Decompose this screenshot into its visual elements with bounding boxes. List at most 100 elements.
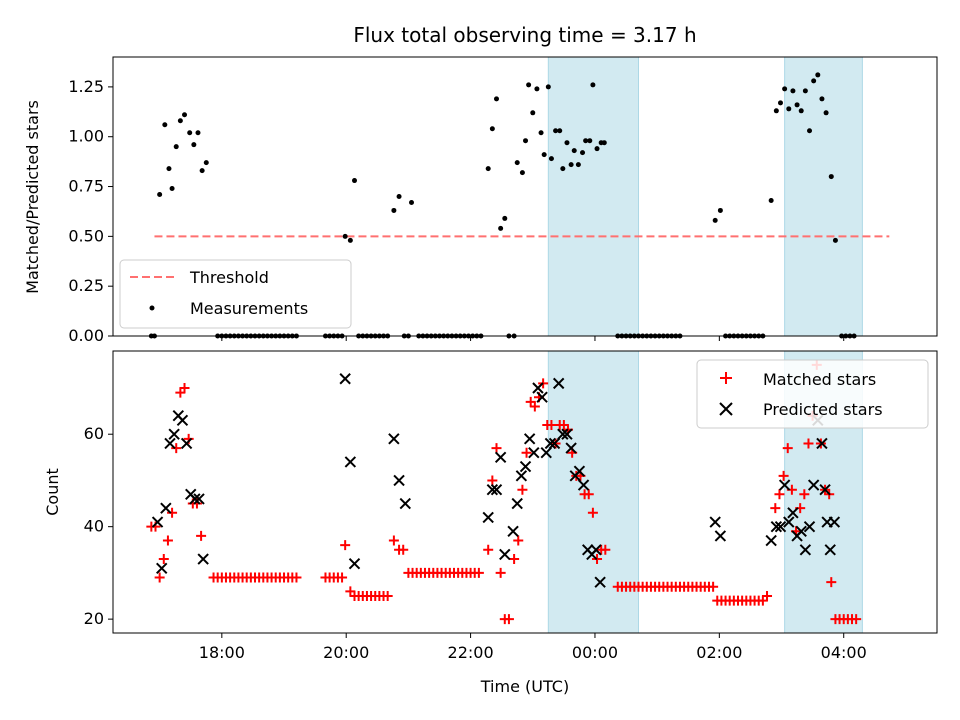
predicted-star-marker	[774, 520, 787, 533]
matched-star-marker	[398, 544, 409, 555]
predicted-star-marker	[348, 557, 361, 570]
predicted-star-marker	[795, 525, 807, 538]
predicted-star-marker	[807, 479, 820, 491]
measurement-point	[409, 199, 415, 205]
measurement-point	[828, 174, 834, 180]
predicted-star-marker	[193, 493, 205, 505]
measurement-point	[530, 110, 536, 116]
predicted-star-marker	[528, 446, 540, 459]
matched-star-marker	[826, 577, 837, 588]
matched-star-marker	[388, 535, 399, 546]
measurement-point	[199, 168, 205, 174]
predicted-star-marker	[156, 562, 168, 574]
measurement-point	[717, 207, 723, 213]
measurement-point	[798, 108, 804, 114]
matched-star-marker	[782, 443, 793, 454]
matched-star-marker	[382, 591, 393, 602]
measurement-point	[575, 162, 581, 168]
predicted-star-marker	[552, 377, 565, 390]
bottom-legend: Matched stars Predicted stars	[696, 359, 929, 429]
measurement-point	[519, 170, 525, 176]
matched-star-marker	[770, 503, 781, 514]
measurement-point	[807, 128, 813, 134]
measurement-point	[485, 166, 491, 172]
predicted-star-marker	[523, 433, 536, 445]
matched-star-marker	[521, 447, 532, 458]
predicted-star-marker	[828, 516, 841, 528]
measurement-point	[594, 146, 600, 152]
measurement-point	[173, 144, 179, 150]
matched-star-marker	[774, 489, 785, 500]
predicted-star-marker	[499, 548, 511, 561]
predicted-star-marker	[799, 544, 812, 556]
measurement-point	[169, 186, 175, 192]
measurement-point	[523, 138, 529, 144]
predicted-star-marker	[507, 525, 519, 538]
measurement-point	[590, 82, 596, 88]
x-tick-label: 00:00	[572, 643, 618, 662]
predicted-star-marker	[160, 502, 172, 514]
measurement-point	[580, 150, 586, 156]
x-tick-label: 02:00	[696, 643, 742, 662]
predicted-star-marker	[482, 511, 494, 524]
predicted-star-marker	[388, 433, 400, 445]
measurement-point	[782, 86, 788, 92]
predicted-star-marker	[561, 428, 573, 440]
bottom-legend-box	[696, 359, 929, 429]
predicted-star-marker	[490, 483, 503, 496]
bottom-y-ticks: 20 40 60	[84, 424, 113, 628]
predicted-star-marker	[151, 516, 164, 528]
x-tick-label: 22:00	[448, 643, 494, 662]
predicted-star-marker	[511, 497, 523, 510]
predicted-star-marker	[577, 479, 590, 491]
predicted-star-marker	[515, 470, 528, 482]
measurement-point	[548, 156, 554, 162]
chart-title: Flux total observing time = 3.17 h	[353, 23, 696, 47]
matched-star-marker	[171, 443, 182, 454]
top-panel: 0.00 0.25 0.50 0.75 1.00 1.25 Matched/Predict…	[23, 56, 938, 345]
matched-star-marker	[762, 591, 773, 602]
matched-star-marker	[708, 581, 719, 592]
measurement-point	[396, 194, 402, 199]
y-tick-label: 40	[84, 517, 104, 536]
predicted-star-marker	[494, 451, 507, 464]
matched-star-marker	[600, 544, 611, 555]
matched-star-marker	[487, 475, 498, 486]
measurement-point	[347, 237, 353, 243]
matched-star-marker	[337, 572, 348, 583]
measurement-point	[489, 126, 495, 132]
top-legend-box	[119, 259, 352, 329]
matched-star-marker	[851, 614, 862, 625]
matched-star-marker	[340, 540, 351, 551]
top-y-axis-label: Matched/Predicted stars	[23, 100, 42, 294]
top-legend: Threshold Measurements	[119, 259, 352, 329]
measurement-point	[157, 192, 163, 198]
measurement-point	[560, 166, 566, 172]
measurement-point	[768, 197, 774, 203]
observing-window-shade	[547, 350, 639, 634]
predicted-star-marker	[176, 414, 189, 427]
predicted-star-marker	[709, 516, 721, 528]
measurement-point	[790, 88, 796, 94]
predicted-star-marker	[548, 437, 561, 450]
measurement-point	[498, 225, 504, 231]
predicted-star-marker	[714, 530, 727, 542]
measurement-point	[177, 118, 183, 124]
matched-star-marker	[778, 470, 789, 481]
measurement-point	[342, 233, 348, 239]
y-tick-label: 20	[84, 609, 104, 628]
y-tick-label: 0.75	[68, 177, 104, 196]
measurement-point	[162, 122, 168, 128]
measurement-point	[832, 237, 838, 243]
matched-star-marker	[513, 535, 524, 546]
predicted-star-marker	[778, 479, 791, 491]
y-tick-label: 0.50	[68, 226, 104, 245]
legend-threshold-label: Threshold	[189, 268, 269, 287]
matched-star-marker	[509, 554, 520, 565]
top-x-ticks	[221, 336, 845, 341]
predicted-star-marker	[544, 437, 557, 450]
measurement-point	[514, 160, 520, 166]
matched-star-marker	[517, 484, 528, 495]
legend-predicted-label: Predicted stars	[763, 400, 883, 419]
measurement-point	[786, 106, 792, 112]
